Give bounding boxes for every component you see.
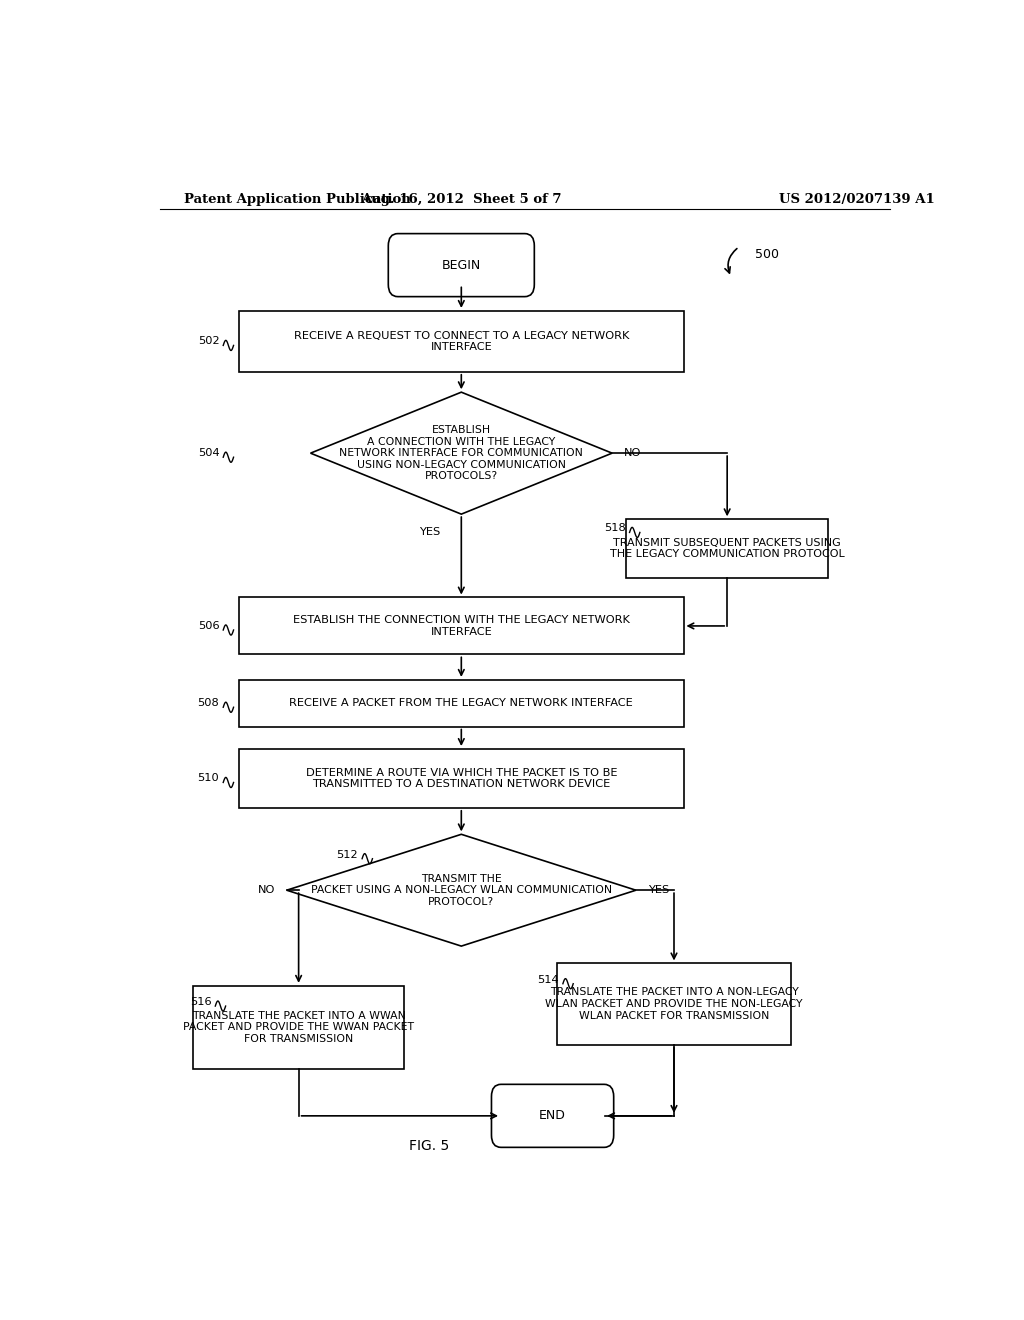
Text: NO: NO [257, 886, 274, 895]
Text: END: END [540, 1109, 566, 1122]
Text: 502: 502 [198, 337, 219, 346]
Bar [239, 748, 684, 808]
Text: 512: 512 [337, 850, 358, 859]
Text: RECEIVE A PACKET FROM THE LEGACY NETWORK INTERFACE: RECEIVE A PACKET FROM THE LEGACY NETWORK… [290, 698, 633, 709]
Text: TRANSLATE THE PACKET INTO A NON-LEGACY
WLAN PACKET AND PROVIDE THE NON-LEGACY
WL: TRANSLATE THE PACKET INTO A NON-LEGACY W… [545, 987, 803, 1020]
Text: 500: 500 [755, 248, 779, 261]
Bar [557, 964, 792, 1044]
Bar [626, 519, 828, 578]
Text: 504: 504 [198, 449, 219, 458]
Polygon shape [310, 392, 612, 515]
FancyBboxPatch shape [388, 234, 535, 297]
Text: BEGIN: BEGIN [441, 259, 481, 272]
Text: 514: 514 [538, 974, 559, 985]
Text: 516: 516 [189, 997, 211, 1007]
Bar [239, 680, 684, 726]
Text: 510: 510 [198, 774, 219, 783]
Text: YES: YES [419, 528, 440, 537]
Text: Aug. 16, 2012  Sheet 5 of 7: Aug. 16, 2012 Sheet 5 of 7 [361, 193, 561, 206]
Text: DETERMINE A ROUTE VIA WHICH THE PACKET IS TO BE
TRANSMITTED TO A DESTINATION NET: DETERMINE A ROUTE VIA WHICH THE PACKET I… [305, 768, 617, 789]
Text: Patent Application Publication: Patent Application Publication [183, 193, 411, 206]
Bar [239, 598, 684, 655]
Bar [194, 986, 403, 1069]
Text: 508: 508 [198, 698, 219, 709]
Text: FIG. 5: FIG. 5 [410, 1139, 450, 1154]
FancyBboxPatch shape [492, 1084, 613, 1147]
Polygon shape [287, 834, 636, 946]
Text: ESTABLISH THE CONNECTION WITH THE LEGACY NETWORK
INTERFACE: ESTABLISH THE CONNECTION WITH THE LEGACY… [293, 615, 630, 636]
Text: YES: YES [648, 886, 669, 895]
Text: NO: NO [624, 449, 641, 458]
Text: US 2012/0207139 A1: US 2012/0207139 A1 [778, 193, 935, 206]
Bar [239, 312, 684, 372]
Text: 518: 518 [604, 523, 626, 533]
Text: RECEIVE A REQUEST TO CONNECT TO A LEGACY NETWORK
INTERFACE: RECEIVE A REQUEST TO CONNECT TO A LEGACY… [294, 330, 629, 352]
Text: TRANSLATE THE PACKET INTO A WWAN
PACKET AND PROVIDE THE WWAN PACKET
FOR TRANSMIS: TRANSLATE THE PACKET INTO A WWAN PACKET … [183, 1011, 414, 1044]
Text: ESTABLISH
A CONNECTION WITH THE LEGACY
NETWORK INTERFACE FOR COMMUNICATION
USING: ESTABLISH A CONNECTION WITH THE LEGACY N… [339, 425, 584, 482]
Text: 506: 506 [198, 620, 219, 631]
Text: TRANSMIT SUBSEQUENT PACKETS USING
THE LEGACY COMMUNICATION PROTOCOL: TRANSMIT SUBSEQUENT PACKETS USING THE LE… [610, 537, 845, 560]
Text: TRANSMIT THE
PACKET USING A NON-LEGACY WLAN COMMUNICATION
PROTOCOL?: TRANSMIT THE PACKET USING A NON-LEGACY W… [310, 874, 612, 907]
